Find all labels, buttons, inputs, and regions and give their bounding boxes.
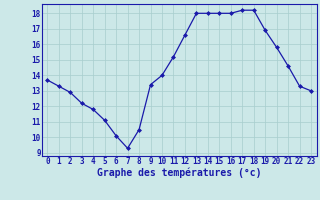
X-axis label: Graphe des températures (°c): Graphe des températures (°c) bbox=[97, 167, 261, 178]
